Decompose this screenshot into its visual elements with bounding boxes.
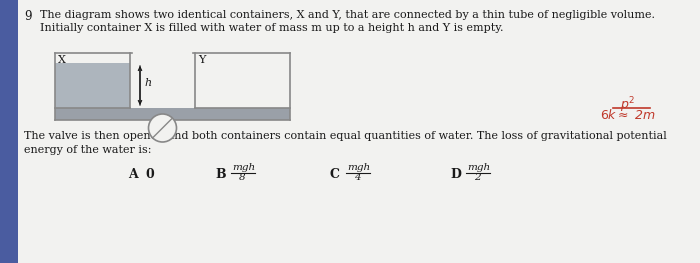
- Text: D: D: [450, 168, 461, 181]
- Text: $p^2$: $p^2$: [620, 95, 635, 115]
- Bar: [0, 0, 18, 263]
- Text: 2: 2: [474, 173, 481, 182]
- Text: 0: 0: [145, 168, 154, 181]
- Text: mgh: mgh: [347, 163, 370, 172]
- Text: h: h: [144, 78, 151, 89]
- Text: B: B: [215, 168, 225, 181]
- Text: energy of the water is:: energy of the water is:: [24, 145, 151, 155]
- Text: 4: 4: [354, 173, 360, 182]
- Circle shape: [148, 114, 176, 142]
- Text: A: A: [128, 168, 138, 181]
- Text: Y: Y: [198, 55, 205, 65]
- Text: 9: 9: [24, 10, 32, 23]
- Text: Initially container X is filled with water of mass m up to a height h and Y is e: Initially container X is filled with wat…: [40, 23, 503, 33]
- Text: X: X: [58, 55, 66, 65]
- Text: The valve is then opened and both containers contain equal quantities of water. : The valve is then opened and both contai…: [24, 131, 666, 141]
- Text: 8: 8: [239, 173, 246, 182]
- Bar: [55, 63, 130, 120]
- Text: The diagram shows two identical containers, X and Y, that are connected by a thi: The diagram shows two identical containe…: [40, 10, 655, 20]
- Text: mgh: mgh: [232, 163, 255, 172]
- Text: C: C: [330, 168, 340, 181]
- Text: $6k \approx$ 2m: $6k \approx$ 2m: [600, 108, 656, 122]
- Text: mgh: mgh: [467, 163, 490, 172]
- Bar: [55, 108, 290, 120]
